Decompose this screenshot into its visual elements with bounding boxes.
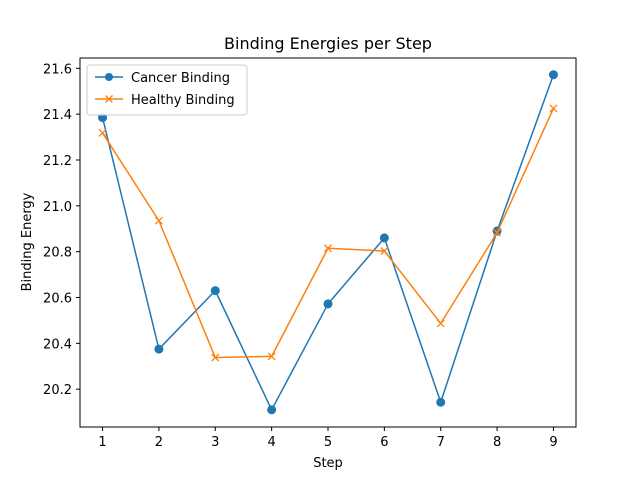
x-axis-label: Step xyxy=(313,456,343,471)
y-tick-label: 20.2 xyxy=(43,383,72,398)
y-tick-label: 21.2 xyxy=(43,154,72,169)
y-tick-label: 21.0 xyxy=(43,200,72,215)
y-tick-label: 20.4 xyxy=(43,337,72,352)
x-tick-label: 7 xyxy=(437,435,445,450)
legend: Cancer Binding Healthy Binding xyxy=(86,64,248,116)
axes-frame xyxy=(79,57,577,428)
data-point-healthy xyxy=(98,128,107,137)
series-line-healthy xyxy=(101,108,555,359)
data-point-cancer xyxy=(210,286,220,296)
y-axis-label: Binding Energy xyxy=(20,192,35,291)
data-point-healthy xyxy=(493,228,502,237)
plot-area: 1 2 3 4 5 6 7 8 9 20.2 20.4 20.6 20.8 21.0 21.2 21.4 21.… xyxy=(43,57,577,450)
data-point-cancer xyxy=(436,397,446,407)
y-tick-label: 20.6 xyxy=(43,292,72,307)
x-tick-label: 5 xyxy=(324,435,332,450)
x-tick-label: 4 xyxy=(267,435,275,450)
y-tick-label: 21.4 xyxy=(43,108,72,123)
x-tick-label: 9 xyxy=(549,435,557,450)
chart-title: Binding Energies per Step xyxy=(224,34,432,53)
y-tick-label: 20.8 xyxy=(43,246,72,261)
data-point-healthy xyxy=(154,216,163,225)
data-point-healthy xyxy=(267,352,276,361)
data-point-healthy xyxy=(380,247,389,255)
data-point-cancer xyxy=(323,299,333,309)
x-tick-label: 1 xyxy=(98,435,106,450)
data-point-healthy xyxy=(436,319,445,328)
data-point-healthy xyxy=(324,244,332,253)
x-tick-label: 3 xyxy=(211,435,219,450)
data-point-cancer xyxy=(379,233,389,243)
x-tick-label: 2 xyxy=(155,435,163,450)
x-tick-label: 8 xyxy=(493,435,501,450)
legend-marker-healthy xyxy=(105,95,113,103)
legend-label-cancer: Cancer Binding xyxy=(131,71,230,86)
legend-label-healthy: Healthy Binding xyxy=(131,93,235,108)
legend-marker-cancer xyxy=(105,73,113,81)
data-point-healthy xyxy=(211,353,220,362)
y-tick-label: 21.6 xyxy=(43,62,72,77)
x-tick-label: 6 xyxy=(380,435,388,450)
data-point-cancer xyxy=(548,70,558,80)
data-point-cancer xyxy=(154,344,164,354)
legend-box xyxy=(86,64,248,116)
series-line-cancer xyxy=(101,74,555,411)
data-point-cancer xyxy=(267,405,277,415)
data-point-healthy xyxy=(549,104,558,113)
